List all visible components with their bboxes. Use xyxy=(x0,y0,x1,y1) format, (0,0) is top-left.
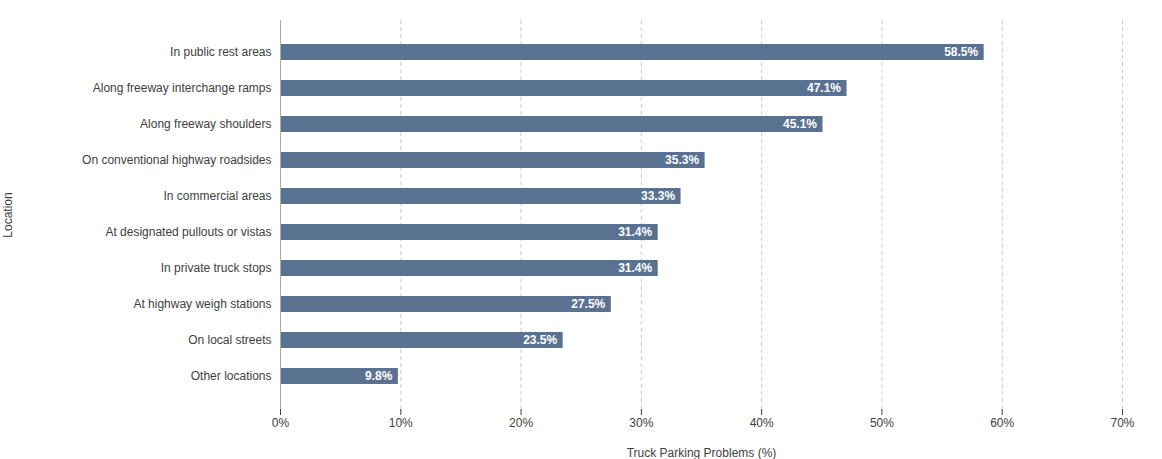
svg-text:60%: 60% xyxy=(990,416,1014,430)
svg-text:0%: 0% xyxy=(272,416,290,430)
svg-text:31.4%: 31.4% xyxy=(618,225,652,239)
svg-text:70%: 70% xyxy=(1110,416,1134,430)
svg-text:20%: 20% xyxy=(509,416,533,430)
svg-text:On local streets: On local streets xyxy=(188,333,271,347)
svg-text:10%: 10% xyxy=(389,416,413,430)
svg-text:35.3%: 35.3% xyxy=(665,153,699,167)
svg-text:In private truck stops: In private truck stops xyxy=(161,261,272,275)
svg-text:27.5%: 27.5% xyxy=(571,297,605,311)
svg-text:58.5%: 58.5% xyxy=(944,45,978,59)
svg-text:45.1%: 45.1% xyxy=(783,117,817,131)
svg-text:33.3%: 33.3% xyxy=(641,189,675,203)
svg-text:On conventional highway roadsi: On conventional highway roadsides xyxy=(82,153,271,167)
svg-text:Along freeway shoulders: Along freeway shoulders xyxy=(140,117,271,131)
svg-text:30%: 30% xyxy=(629,416,653,430)
svg-text:In commercial areas: In commercial areas xyxy=(163,189,271,203)
svg-text:9.8%: 9.8% xyxy=(365,369,393,383)
svg-text:50%: 50% xyxy=(870,416,894,430)
svg-text:At designated pullouts or vist: At designated pullouts or vistas xyxy=(105,225,271,239)
svg-text:At highway weigh stations: At highway weigh stations xyxy=(133,297,271,311)
svg-text:Other locations: Other locations xyxy=(191,369,272,383)
svg-text:In public rest areas: In public rest areas xyxy=(170,45,271,59)
svg-text:Truck Parking Problems (%): Truck Parking Problems (%) xyxy=(627,446,777,459)
svg-text:47.1%: 47.1% xyxy=(807,81,841,95)
svg-text:Location: Location xyxy=(1,192,15,237)
svg-text:Along freeway interchange ramp: Along freeway interchange ramps xyxy=(93,81,272,95)
svg-text:40%: 40% xyxy=(750,416,774,430)
svg-text:31.4%: 31.4% xyxy=(618,261,652,275)
svg-text:23.5%: 23.5% xyxy=(523,333,557,347)
